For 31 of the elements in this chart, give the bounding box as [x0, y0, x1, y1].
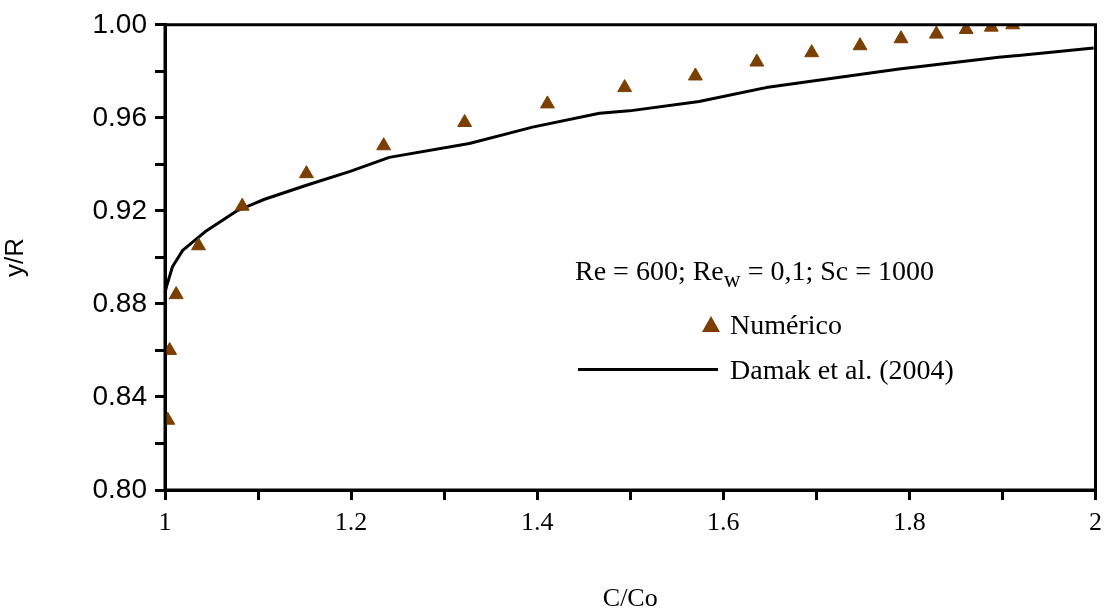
point — [852, 37, 868, 51]
y-tick-label: 1.00 — [92, 7, 147, 39]
x-tick-label: 1.6 — [707, 507, 740, 537]
y-tick-label: 0.88 — [92, 286, 147, 318]
y-tick-label: 0.80 — [92, 472, 147, 504]
y-tick-label: 0.92 — [92, 193, 147, 225]
point — [804, 44, 820, 58]
x-tick-label: 2 — [1089, 507, 1102, 537]
x-tick-label: 1.2 — [334, 507, 368, 537]
x-tick-label: 1.8 — [893, 507, 926, 537]
point — [893, 30, 909, 44]
x-tick-label: 1.4 — [520, 507, 554, 537]
point — [687, 67, 703, 81]
legend-title: Re = 600; Re$_{w}$ = 0,1; Sc = 1000 — [575, 254, 935, 294]
y-tick-label: 0.84 — [92, 379, 147, 411]
x-tick-label: 1 — [158, 507, 172, 537]
point — [457, 113, 473, 127]
point — [376, 137, 392, 151]
y-axis-title: y/R — [0, 237, 29, 277]
point — [928, 25, 944, 39]
point — [168, 286, 184, 300]
point — [540, 95, 555, 109]
point — [617, 79, 633, 93]
point — [191, 237, 206, 251]
point — [299, 165, 314, 179]
x-axis-title: C/Co — [602, 583, 658, 613]
point — [749, 53, 765, 67]
point — [234, 197, 250, 211]
legend-label: Damak et al. (2004) — [730, 352, 954, 387]
legend-label: Numérico — [730, 307, 842, 342]
y-tick-label: 0.96 — [92, 100, 147, 132]
